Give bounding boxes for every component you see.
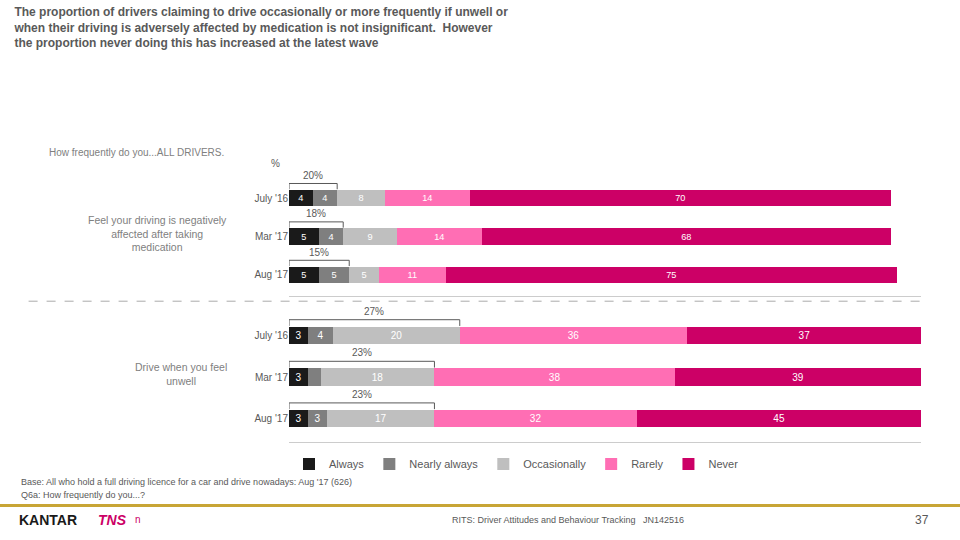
svg-text:3: 3 — [295, 413, 301, 424]
svg-text:KANTAR: KANTAR — [19, 512, 77, 528]
svg-text:18%: 18% — [306, 208, 326, 219]
svg-text:68: 68 — [681, 232, 691, 242]
svg-text:15%: 15% — [309, 247, 329, 258]
svg-text:Feel your driving is negativel: Feel your driving is negativelyaffected … — [88, 214, 227, 253]
svg-text:5: 5 — [301, 270, 306, 280]
svg-text:Always: Always — [329, 458, 364, 470]
svg-text:Q6a: How frequently do you...?: Q6a: How frequently do you...? — [21, 490, 145, 500]
svg-text:75: 75 — [666, 270, 676, 280]
svg-text:20: 20 — [391, 330, 403, 341]
svg-text:TNS: TNS — [98, 512, 127, 528]
svg-text:37: 37 — [799, 330, 811, 341]
svg-text:14: 14 — [434, 232, 444, 242]
svg-text:38: 38 — [549, 372, 561, 383]
svg-text:9: 9 — [368, 232, 373, 242]
svg-text:4: 4 — [298, 193, 303, 203]
svg-text:Rarely: Rarely — [631, 458, 663, 470]
svg-text:RITS: Driver Attitudes and Beh: RITS: Driver Attitudes and Behaviour Tra… — [452, 515, 684, 525]
svg-text:11: 11 — [407, 270, 417, 280]
svg-text:July '16: July '16 — [254, 193, 288, 204]
svg-text:36: 36 — [568, 330, 580, 341]
svg-text:Aug '17: Aug '17 — [254, 413, 288, 424]
svg-text:July '16: July '16 — [254, 330, 288, 341]
svg-text:Nearly always: Nearly always — [409, 458, 478, 470]
svg-text:32: 32 — [530, 413, 542, 424]
svg-text:4: 4 — [318, 330, 324, 341]
svg-text:3: 3 — [295, 372, 301, 383]
svg-text:5: 5 — [331, 270, 336, 280]
svg-text:n: n — [135, 514, 141, 525]
svg-text:8: 8 — [359, 193, 364, 203]
svg-text:20%: 20% — [303, 170, 323, 181]
svg-text:The proportion of drivers clai: The proportion of drivers claiming to dr… — [13, 5, 508, 50]
svg-text:39: 39 — [792, 372, 804, 383]
svg-text:23%: 23% — [352, 347, 372, 358]
svg-text:17: 17 — [375, 413, 387, 424]
svg-text:27%: 27% — [364, 306, 384, 317]
svg-text:%: % — [271, 158, 280, 169]
svg-text:Mar '17: Mar '17 — [255, 231, 288, 242]
svg-text:37: 37 — [915, 513, 929, 527]
svg-text:23%: 23% — [352, 389, 372, 400]
svg-text:Aug '17: Aug '17 — [254, 269, 288, 280]
svg-text:Drive when you feelunwell: Drive when you feelunwell — [135, 361, 227, 387]
svg-text:3: 3 — [314, 413, 320, 424]
svg-text:14: 14 — [422, 193, 432, 203]
svg-text:18: 18 — [372, 372, 384, 383]
svg-text:70: 70 — [675, 193, 685, 203]
svg-text:Never: Never — [708, 458, 738, 470]
svg-text:Base: All who hold a full driv: Base: All who hold a full driving licenc… — [21, 477, 352, 487]
svg-text:Occasionally: Occasionally — [523, 458, 586, 470]
svg-text:4: 4 — [322, 193, 327, 203]
svg-text:Mar '17: Mar '17 — [255, 372, 288, 383]
svg-text:5: 5 — [301, 232, 306, 242]
svg-text:3: 3 — [295, 330, 301, 341]
svg-text:45: 45 — [773, 413, 785, 424]
svg-text:4: 4 — [328, 232, 333, 242]
svg-text:How frequently do you...ALL DR: How frequently do you...ALL DRIVERS. — [49, 147, 224, 158]
svg-text:5: 5 — [362, 270, 367, 280]
